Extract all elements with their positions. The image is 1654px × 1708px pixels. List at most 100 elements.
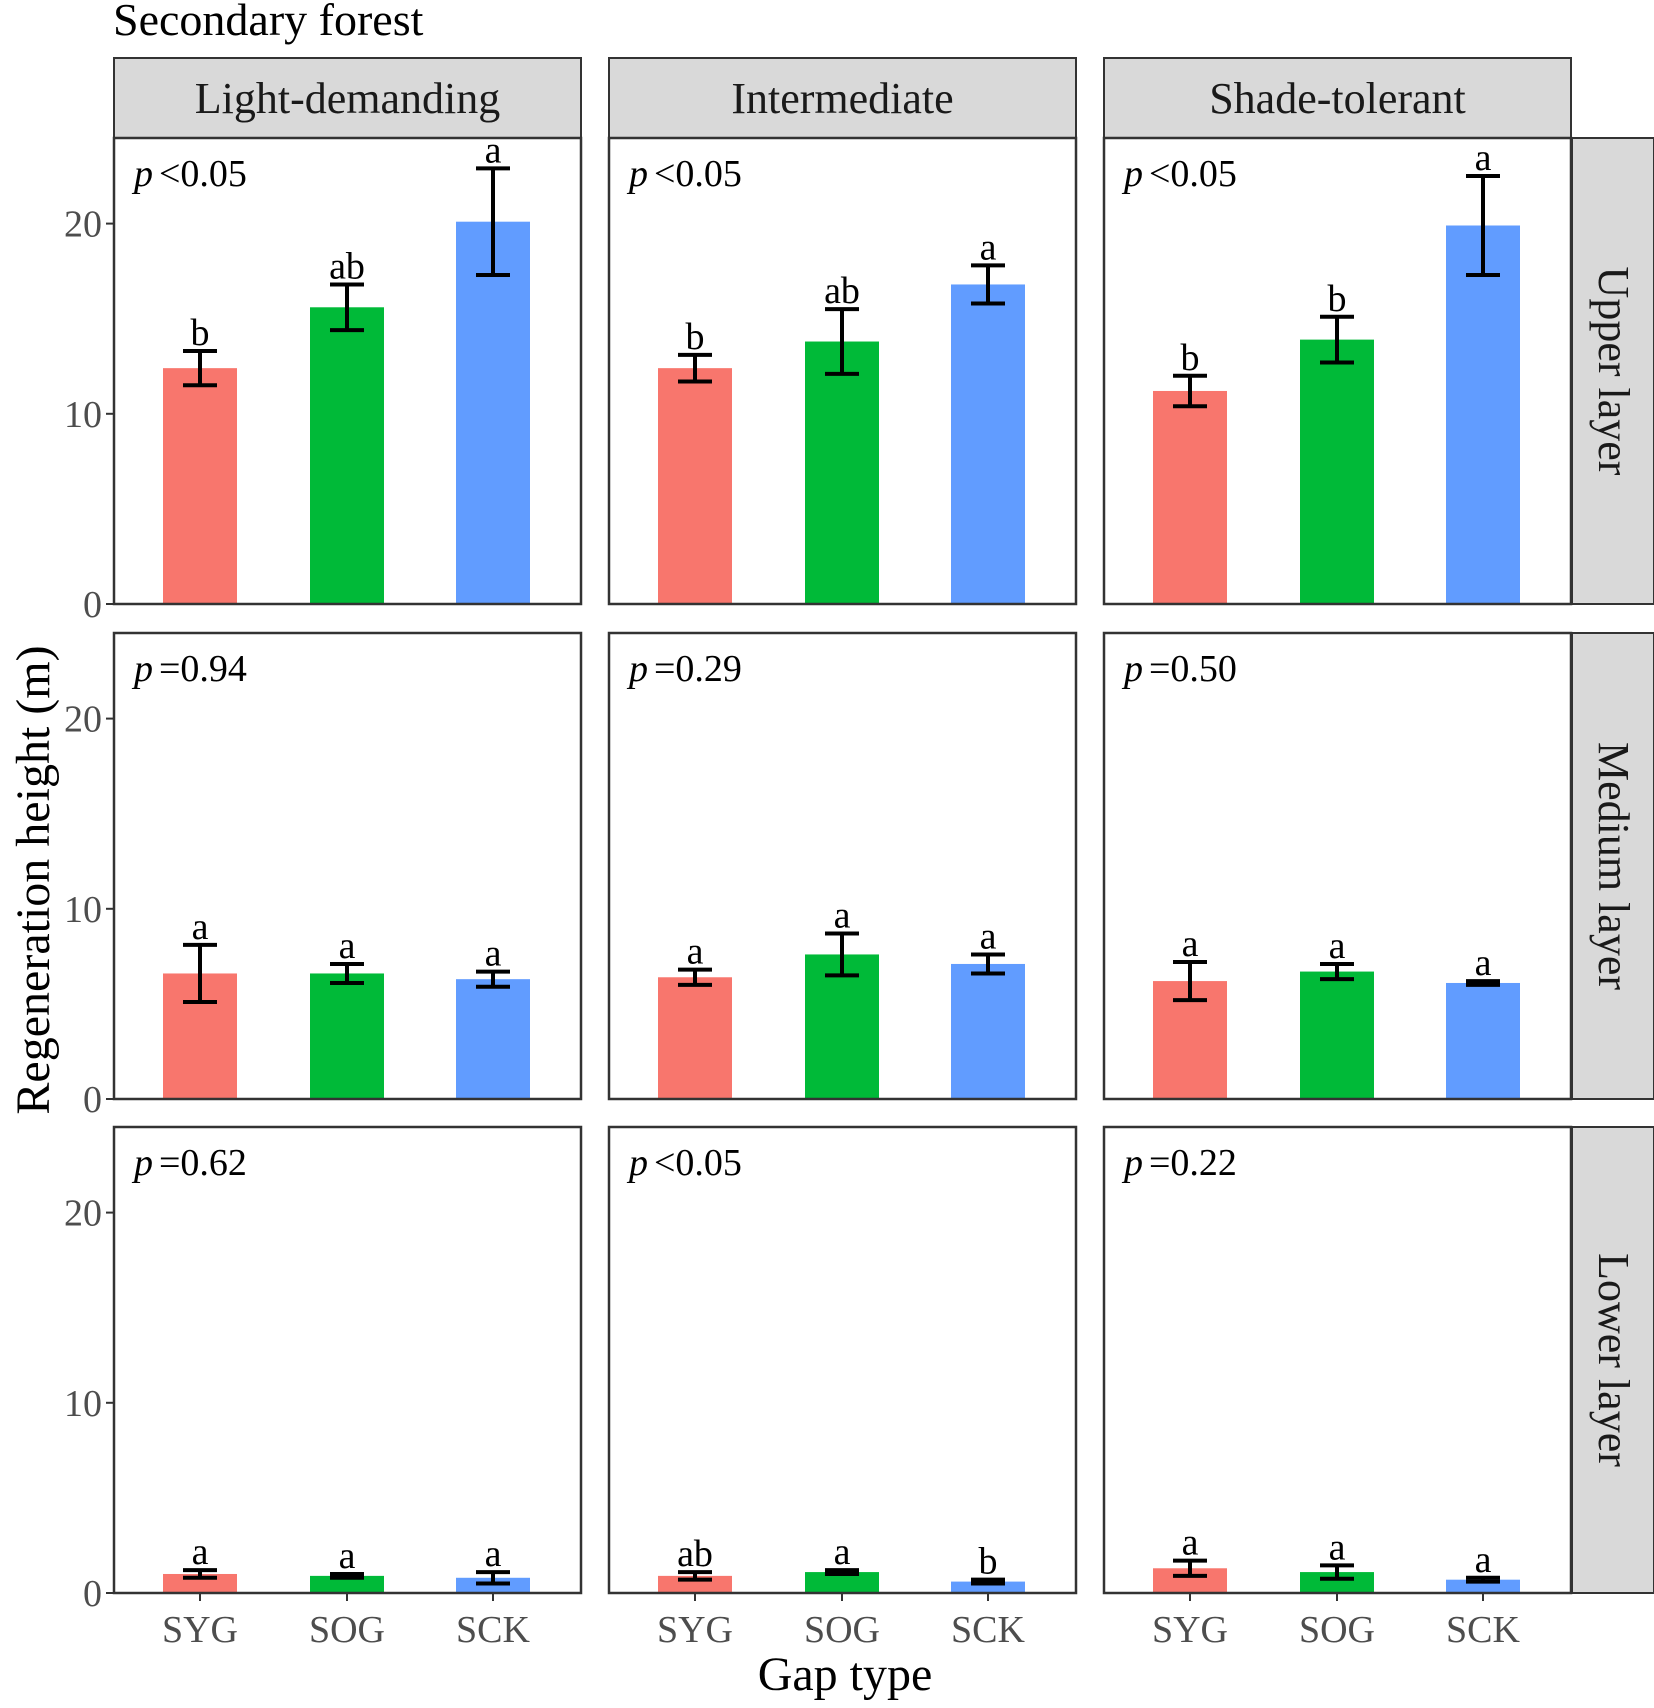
p-value-text: =0.62: [159, 1142, 247, 1184]
error-bar: [1173, 373, 1207, 409]
bar-SYG: [658, 1575, 732, 1593]
error-bar: [476, 969, 510, 989]
bar-SOG: [805, 341, 879, 604]
column-strip-0: [113, 57, 582, 139]
p-value-annotation: p <0.05: [131, 153, 247, 195]
p-value-annotation: p =0.94: [131, 648, 247, 690]
significance-letter: b: [1328, 278, 1347, 320]
significance-letter: b: [979, 1541, 998, 1583]
p-value-symbol: p: [626, 153, 648, 195]
error-bar: [825, 307, 859, 376]
p-value-symbol: p: [131, 153, 153, 195]
p-value-symbol: p: [131, 648, 153, 690]
error-bar: [1173, 1558, 1207, 1578]
error-bar: [183, 349, 217, 388]
error-bar: [1320, 1563, 1354, 1581]
error-bar: [971, 263, 1005, 306]
panel-border: [607, 136, 1078, 606]
bar-SYG: [1153, 390, 1227, 604]
bar-SOG: [1300, 971, 1374, 1099]
error-bar: [971, 1577, 1005, 1586]
bar-SCK: [1446, 982, 1520, 1099]
column-strip-2: [1103, 57, 1572, 139]
error-bar: [330, 1571, 364, 1580]
panel-border: [112, 1125, 583, 1595]
x-tick-label: SCK: [1446, 1609, 1520, 1651]
y-tick-label: 20: [64, 699, 102, 741]
panel-border: [1102, 631, 1573, 1101]
panel-1-0: a a a p =0.94: [112, 631, 583, 1101]
significance-letter: a: [1329, 1526, 1346, 1568]
bar-SOG: [310, 973, 384, 1099]
bar-SCK: [456, 979, 530, 1099]
panel-background: [1104, 1127, 1571, 1593]
significance-letter: ab: [824, 270, 860, 312]
y-tick-label: 0: [83, 584, 102, 626]
panel-2-2: a a a p =0.22: [1102, 1125, 1573, 1595]
significance-letter: b: [191, 312, 210, 354]
bar-SOG: [805, 954, 879, 1099]
panel-border: [112, 631, 583, 1101]
significance-letter: b: [686, 316, 705, 358]
error-bar: [476, 1570, 510, 1586]
column-strip-label: Intermediate: [731, 74, 953, 123]
error-bar: [1320, 961, 1354, 982]
bar-SYG: [163, 368, 237, 604]
significance-letter: a: [1475, 942, 1492, 984]
p-value-annotation: p =0.22: [1121, 1142, 1237, 1184]
significance-letter: b: [1181, 337, 1200, 379]
y-tick-label: 0: [83, 1079, 102, 1121]
bar-SCK: [951, 1581, 1025, 1593]
significance-letter: a: [687, 931, 704, 973]
p-value-symbol: p: [626, 648, 648, 690]
column-strip-label: Shade-tolerant: [1209, 74, 1466, 123]
panel-1-2: a a a p =0.50: [1102, 631, 1573, 1101]
bar-SOG: [310, 1575, 384, 1593]
x-tick-label: SOG: [309, 1609, 385, 1651]
significance-letter: a: [192, 1531, 209, 1573]
error-bar: [1320, 314, 1354, 365]
p-value-symbol: p: [1121, 648, 1143, 690]
error-bar: [1173, 960, 1207, 1003]
x-tick-label: SCK: [456, 1609, 530, 1651]
error-bar: [678, 1570, 712, 1582]
significance-letter: a: [1329, 925, 1346, 967]
error-bar: [1466, 1575, 1500, 1584]
significance-letter: a: [1475, 1539, 1492, 1581]
bar-SOG: [1300, 1572, 1374, 1593]
significance-letter: a: [339, 1535, 356, 1577]
p-value-annotation: p =0.50: [1121, 648, 1237, 690]
y-tick-label: 20: [64, 204, 102, 246]
p-value-symbol: p: [131, 1142, 153, 1184]
panel-border: [607, 631, 1078, 1101]
error-bar: [183, 1568, 217, 1580]
p-value-text: <0.05: [159, 153, 247, 195]
significance-letter: a: [980, 915, 997, 957]
bar-SOG: [310, 307, 384, 604]
significance-letter: a: [485, 129, 502, 171]
x-tick-label: SYG: [1152, 1609, 1228, 1651]
significance-letter: a: [485, 933, 502, 975]
bar-SOG: [1300, 339, 1374, 604]
column-strip-1: [608, 57, 1077, 139]
panel-1-1: a a a p =0.29: [607, 631, 1078, 1101]
p-value-text: <0.05: [654, 153, 742, 195]
p-value-text: <0.05: [1149, 153, 1237, 195]
bar-SCK: [456, 221, 530, 604]
p-value-annotation: p =0.29: [626, 648, 742, 690]
row-strip-label: Upper layer: [1589, 267, 1638, 476]
bar-SYG: [163, 1573, 237, 1593]
y-tick-label: 10: [64, 889, 102, 931]
x-tick-label: SOG: [804, 1609, 880, 1651]
y-tick-label: 20: [64, 1193, 102, 1235]
y-tick-label: 0: [83, 1573, 102, 1615]
x-tick-label: SCK: [951, 1609, 1025, 1651]
x-tick-label: SYG: [162, 1609, 238, 1651]
column-strip-label: Light-demanding: [195, 74, 501, 123]
y-tick-label: 10: [64, 1383, 102, 1425]
p-value-symbol: p: [1121, 153, 1143, 195]
bar-SCK: [1446, 1579, 1520, 1593]
p-value-text: =0.22: [1149, 1142, 1237, 1184]
significance-letter: a: [1182, 1522, 1199, 1564]
